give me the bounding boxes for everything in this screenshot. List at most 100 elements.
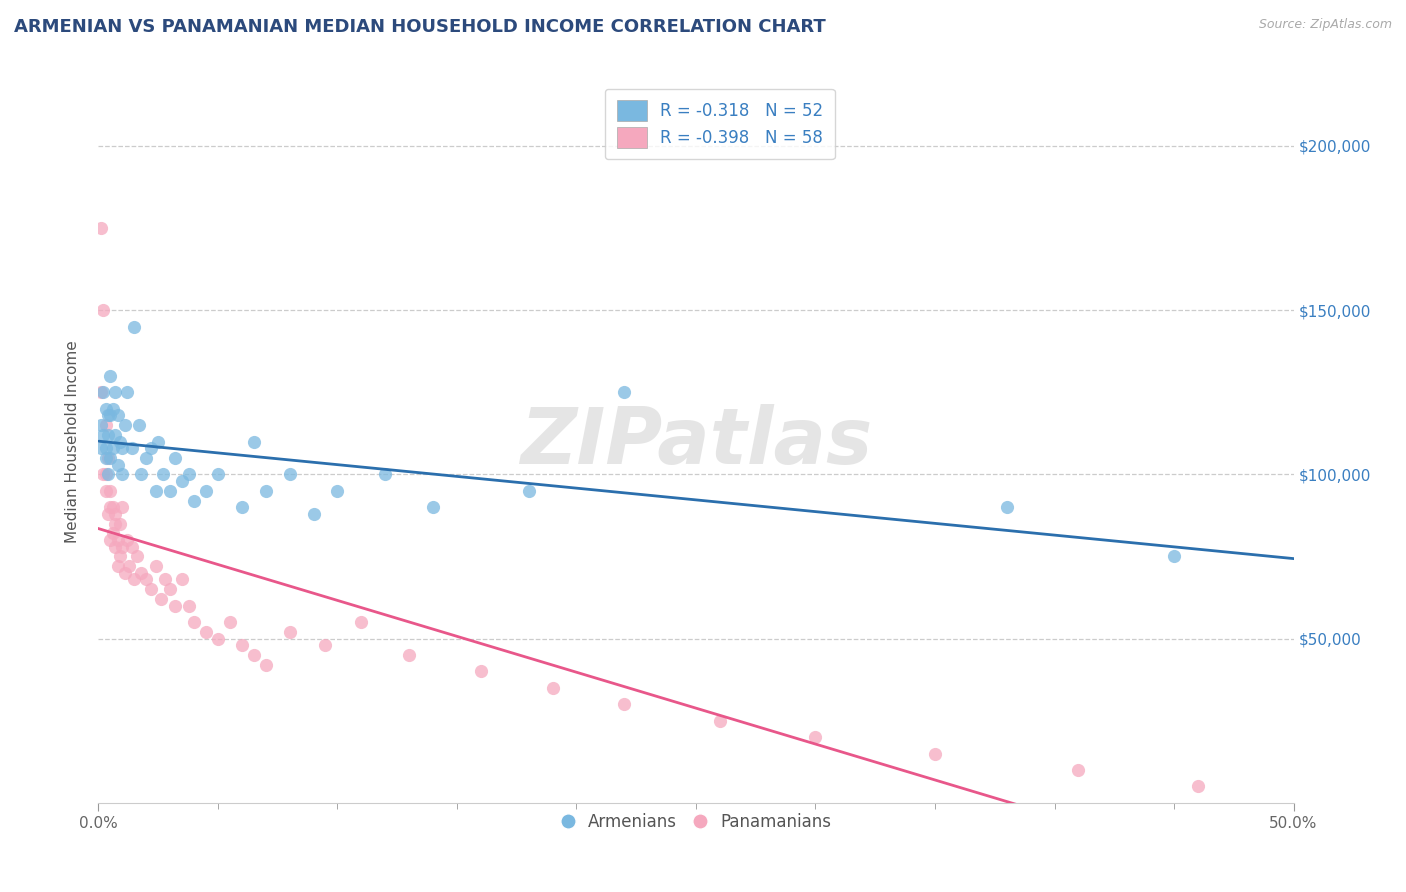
- Point: [149, 592, 172, 607]
- Point: [118, 559, 141, 574]
- Point: [98, 450, 122, 465]
- Point: [172, 573, 194, 587]
- Point: [541, 681, 564, 695]
- Point: [91, 385, 114, 400]
- Point: [101, 441, 124, 455]
- Point: [613, 698, 636, 712]
- Point: [114, 418, 136, 433]
- Point: [125, 549, 148, 564]
- Point: [350, 615, 373, 630]
- Point: [98, 500, 122, 515]
- Point: [97, 450, 120, 465]
- Point: [131, 566, 153, 580]
- Point: [114, 566, 136, 580]
- Point: [90, 441, 112, 455]
- Point: [91, 428, 114, 442]
- Point: [91, 467, 114, 482]
- Point: [139, 441, 162, 455]
- Point: [98, 409, 122, 423]
- Point: [243, 434, 266, 449]
- Point: [108, 549, 131, 564]
- Point: [1067, 763, 1090, 777]
- Point: [148, 434, 170, 449]
- Point: [128, 418, 150, 433]
- Point: [374, 467, 396, 482]
- Point: [183, 615, 205, 630]
- Text: ZIPatlas: ZIPatlas: [520, 403, 872, 480]
- Point: [131, 467, 153, 482]
- Point: [326, 483, 349, 498]
- Point: [195, 483, 218, 498]
- Point: [94, 467, 117, 482]
- Text: Source: ZipAtlas.com: Source: ZipAtlas.com: [1258, 18, 1392, 31]
- Point: [254, 657, 277, 672]
- Point: [115, 385, 138, 400]
- Point: [108, 434, 131, 449]
- Point: [97, 507, 120, 521]
- Point: [398, 648, 420, 662]
- Point: [159, 483, 181, 498]
- Point: [104, 516, 127, 531]
- Point: [163, 599, 186, 613]
- Point: [121, 540, 143, 554]
- Point: [254, 483, 277, 498]
- Point: [470, 665, 492, 679]
- Point: [155, 573, 177, 587]
- Point: [145, 483, 167, 498]
- Point: [1163, 549, 1185, 564]
- Point: [231, 638, 253, 652]
- Point: [124, 319, 146, 334]
- Point: [107, 559, 129, 574]
- Point: [145, 559, 167, 574]
- Point: [111, 441, 134, 455]
- Text: ARMENIAN VS PANAMANIAN MEDIAN HOUSEHOLD INCOME CORRELATION CHART: ARMENIAN VS PANAMANIAN MEDIAN HOUSEHOLD …: [14, 18, 825, 36]
- Point: [107, 533, 129, 547]
- Point: [135, 450, 157, 465]
- Point: [139, 582, 162, 597]
- Point: [97, 467, 120, 482]
- Legend: Armenians, Panamanians: Armenians, Panamanians: [554, 806, 838, 838]
- Point: [243, 648, 266, 662]
- Point: [98, 368, 122, 383]
- Point: [94, 418, 117, 433]
- Point: [207, 467, 229, 482]
- Point: [163, 450, 186, 465]
- Point: [517, 483, 540, 498]
- Point: [278, 625, 301, 640]
- Point: [613, 385, 636, 400]
- Point: [924, 747, 946, 761]
- Point: [231, 500, 253, 515]
- Point: [101, 401, 124, 416]
- Point: [179, 467, 201, 482]
- Point: [115, 533, 138, 547]
- Point: [111, 540, 134, 554]
- Point: [90, 221, 112, 235]
- Point: [111, 467, 134, 482]
- Point: [91, 303, 114, 318]
- Point: [90, 418, 112, 433]
- Point: [315, 638, 337, 652]
- Point: [104, 428, 127, 442]
- Point: [709, 714, 731, 728]
- Point: [183, 493, 205, 508]
- Point: [111, 500, 134, 515]
- Point: [104, 385, 127, 400]
- Point: [104, 540, 127, 554]
- Point: [195, 625, 218, 640]
- Point: [104, 507, 127, 521]
- Point: [152, 467, 174, 482]
- Point: [97, 428, 120, 442]
- Point: [302, 507, 325, 521]
- Point: [278, 467, 301, 482]
- Point: [135, 573, 157, 587]
- Point: [995, 500, 1018, 515]
- Point: [98, 483, 122, 498]
- Point: [159, 582, 181, 597]
- Point: [121, 441, 143, 455]
- Point: [101, 500, 124, 515]
- Point: [108, 516, 131, 531]
- Point: [94, 450, 117, 465]
- Point: [98, 533, 122, 547]
- Point: [94, 441, 117, 455]
- Point: [172, 474, 194, 488]
